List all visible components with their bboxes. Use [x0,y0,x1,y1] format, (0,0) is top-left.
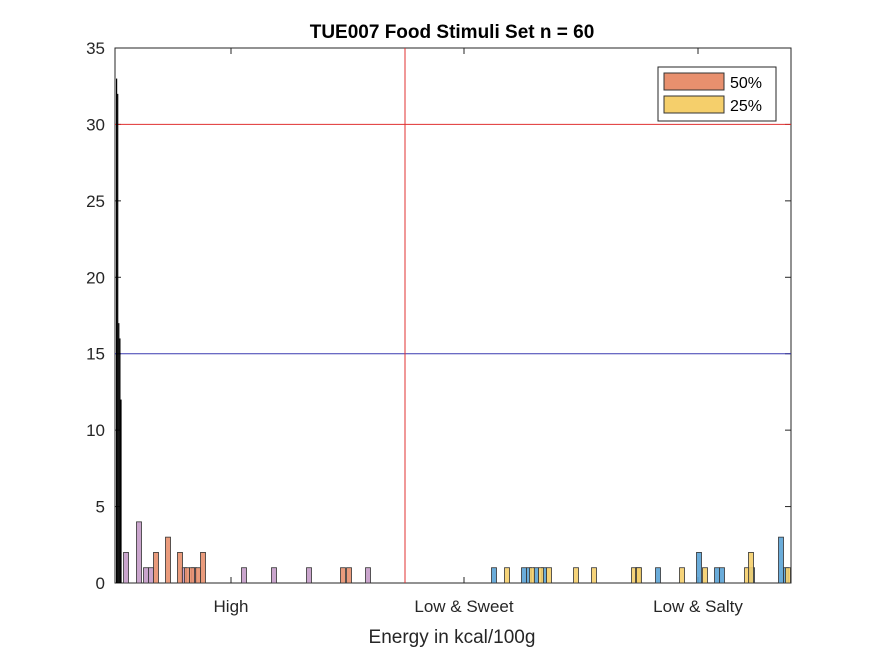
histogram-bar [306,567,312,584]
histogram-bar [785,567,791,584]
histogram-bar [123,552,129,584]
y-tick-label: 35 [86,39,105,58]
y-tick-label: 0 [96,574,105,593]
y-tick-label: 25 [86,192,105,211]
x-axis-label: Energy in kcal/100g [369,627,536,648]
histogram-bar [538,567,544,584]
spike-bar [118,323,120,583]
histogram-bar [365,567,371,584]
x-tick-label: Low & Salty [653,597,743,616]
histogram-bar [189,567,195,584]
histogram-bar [504,567,510,584]
histogram-bar [636,567,642,584]
plot-area-frame [114,47,792,584]
histogram-bar [165,536,171,584]
histogram-bar [195,567,201,584]
spike-bar [116,78,118,584]
legend-label: 50% [730,75,762,92]
histogram-bar [177,552,183,584]
y-tick-label: 5 [96,498,105,517]
legend-label: 25% [730,98,762,115]
spike-bar [120,399,122,583]
legend-swatch [663,72,725,91]
histogram-bar [748,552,754,584]
y-tick-label: 30 [86,115,105,134]
chart-title: TUE007 Food Stimuli Set n = 60 [310,22,595,43]
legend-swatch [663,95,725,114]
histogram-bar [655,567,661,584]
x-tick-label: Low & Sweet [414,597,513,616]
y-tick-label: 20 [86,268,105,287]
histogram-bar [184,567,190,584]
histogram-bar [573,567,579,584]
histogram-bar [136,521,142,584]
histogram-bar [153,552,159,584]
histogram-bar [696,552,702,584]
histogram-bar [546,567,552,584]
histogram-bar [778,536,784,584]
x-tick-label: High [214,597,249,616]
histogram-bar [241,567,247,584]
y-tick-label: 10 [86,421,105,440]
histogram-bar [521,567,527,584]
histogram-bar [491,567,497,584]
y-tick-label: 15 [86,345,105,364]
histogram-bar [702,567,708,584]
histogram-bar [719,567,725,584]
histogram-bar [591,567,597,584]
spike-bar [119,338,121,583]
histogram-bar [340,567,346,584]
histogram-bar [143,567,149,584]
histogram-bar [271,567,277,584]
histogram-bar [529,567,535,584]
histogram-bar [148,567,154,584]
histogram-bar [714,567,720,584]
histogram-bar [200,552,206,584]
spike-bar [117,93,119,583]
histogram-bar [346,567,352,584]
histogram-bar [679,567,685,584]
